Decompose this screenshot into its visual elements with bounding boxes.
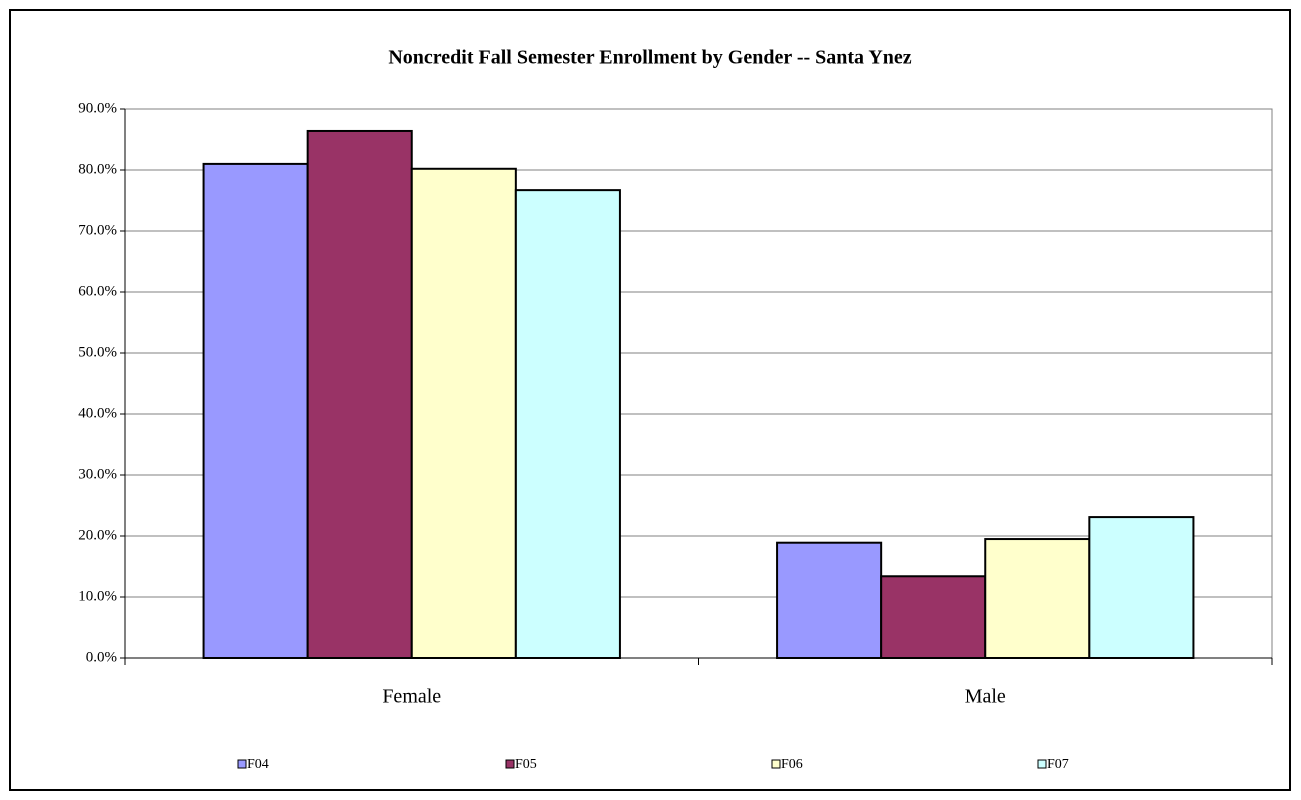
legend-label: F05: [515, 757, 537, 772]
bar: [410, 167, 517, 659]
y-tick-label: 60.0%: [78, 283, 117, 299]
bar: [514, 189, 621, 659]
y-tick-label: 20.0%: [78, 527, 117, 543]
y-tick-label: 10.0%: [78, 588, 117, 604]
bar: [306, 129, 413, 659]
y-tick-label: 90.0%: [78, 100, 117, 116]
legend-label: F04: [247, 757, 269, 772]
x-tick-label: Male: [965, 686, 1006, 708]
y-tick-label: 30.0%: [78, 466, 117, 482]
legend-label: F07: [1047, 757, 1069, 772]
y-tick-label: 40.0%: [78, 405, 117, 421]
bar: [984, 538, 1091, 659]
x-tick-label: Female: [382, 686, 441, 708]
bar: [202, 162, 309, 659]
bar: [1088, 516, 1195, 660]
y-tick-label: 70.0%: [78, 222, 117, 238]
bar: [776, 541, 883, 660]
legend-swatch: [1037, 759, 1047, 769]
y-tick-label: 0.0%: [86, 649, 117, 665]
bar: [880, 575, 987, 660]
legend-label: F06: [781, 757, 803, 772]
chart-title: Noncredit Fall Semester Enrollment by Ge…: [388, 47, 911, 69]
y-tick-label: 50.0%: [78, 344, 117, 360]
legend-swatch: [771, 759, 781, 769]
y-tick-label: 80.0%: [78, 161, 117, 177]
legend-swatch: [505, 759, 515, 769]
legend-swatch: [237, 759, 247, 769]
